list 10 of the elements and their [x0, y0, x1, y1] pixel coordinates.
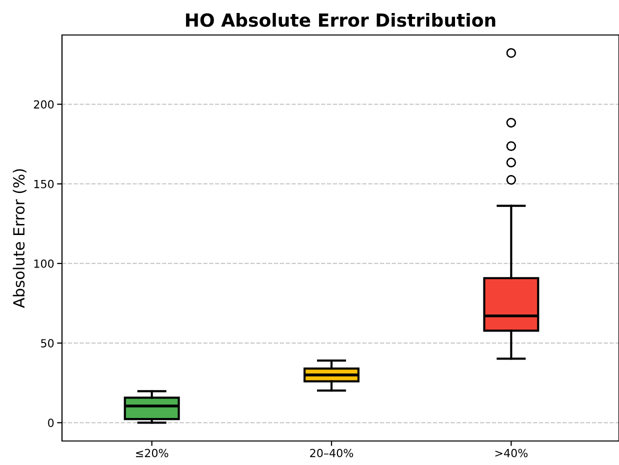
- y-tick-label: 150: [34, 180, 54, 188]
- x-tick-label: >40%: [495, 448, 528, 458]
- y-tick-label: 50: [41, 339, 54, 348]
- chart-title: HO Absolute Error Distribution: [186, 12, 496, 27]
- y-axis-title: Absolute Error (%): [12, 169, 26, 308]
- y-tick-label: 200: [34, 100, 54, 109]
- y-tick-label: 100: [34, 259, 54, 268]
- x-tick-label: 20–40%: [310, 448, 354, 458]
- y-tick-label: 0: [48, 418, 54, 428]
- x-tick-label: ≤20%: [136, 448, 168, 458]
